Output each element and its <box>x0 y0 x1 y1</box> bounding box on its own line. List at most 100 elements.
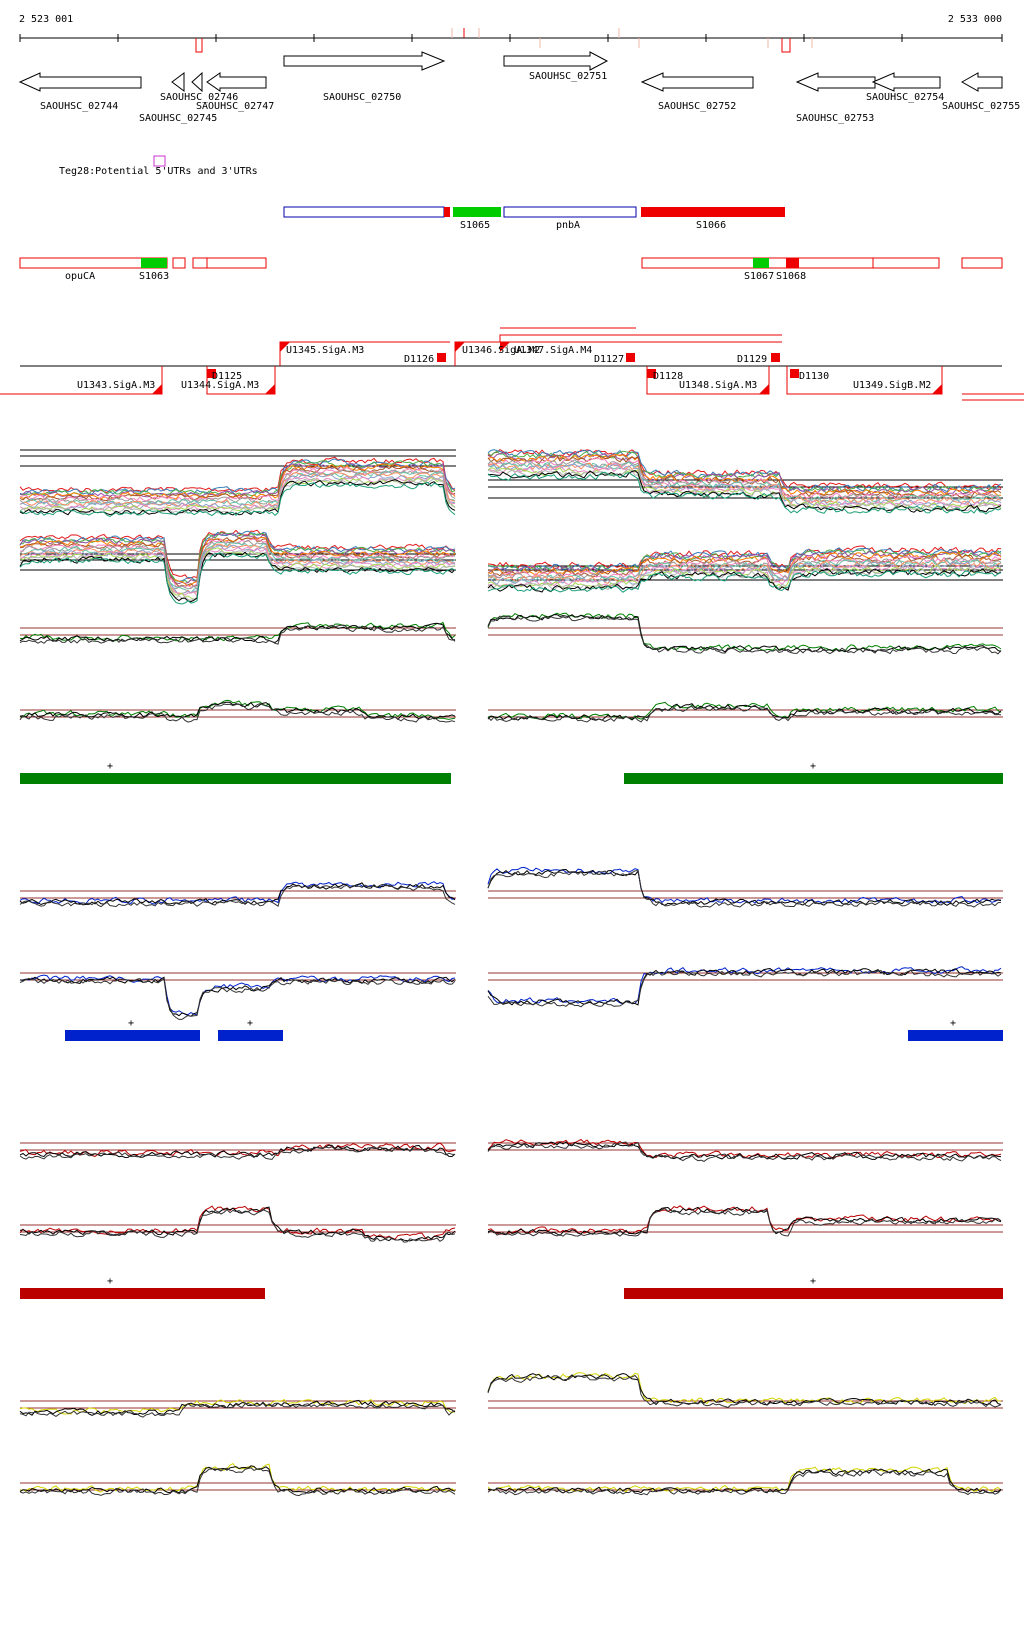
terminator-label: D1130 <box>799 371 829 382</box>
gene-saouhsc-02746[interactable]: SAOUHSC_02746 <box>160 72 238 103</box>
gene-saouhsc-02750[interactable]: SAOUHSC_02750 <box>283 51 446 103</box>
expression-line <box>487 463 1002 507</box>
expression-line <box>19 462 456 499</box>
gene-saouhsc-02754[interactable]: SAOUHSC_02754 <box>866 72 944 103</box>
terminator-label: D1128 <box>653 371 683 382</box>
gene-saouhsc-02753[interactable]: SAOUHSC_02753 <box>795 72 876 124</box>
region-mark: + <box>810 761 816 772</box>
expression-line <box>19 1146 456 1160</box>
gene-label: SAOUHSC_02751 <box>529 71 607 82</box>
expression-line <box>19 881 456 905</box>
expression-line <box>19 974 456 1016</box>
gene-label: SAOUHSC_02746 <box>160 92 238 103</box>
expression-line <box>20 976 456 1017</box>
expression-line <box>487 612 1002 652</box>
segment-label: opuCA <box>65 271 95 282</box>
gene-saouhsc-02744[interactable]: SAOUHSC_02744 <box>18 72 142 112</box>
blue-region-bar <box>65 1030 200 1041</box>
segment-s1065[interactable] <box>453 207 501 217</box>
expression-line <box>19 977 456 1020</box>
expression-line <box>487 869 1002 908</box>
gene-saouhsc-02751[interactable]: SAOUHSC_02751 <box>503 51 609 82</box>
expression-line <box>19 1208 456 1243</box>
expression-line <box>19 1144 456 1159</box>
expression-line <box>19 702 456 723</box>
expression-line <box>487 468 1002 512</box>
gene-label: SAOUHSC_02744 <box>40 101 118 112</box>
gene-label: SAOUHSC_02750 <box>323 92 401 103</box>
expression-line <box>488 564 1002 587</box>
expression-line <box>19 624 456 645</box>
expression-line <box>487 461 1002 504</box>
genome-ruler <box>19 28 1003 53</box>
expression-line <box>487 459 1002 503</box>
region-mark: + <box>128 1018 134 1029</box>
gene-label: SAOUHSC_02747 <box>196 101 274 112</box>
expression-line <box>487 703 1002 721</box>
segment-s1063[interactable] <box>141 258 167 268</box>
expression-line <box>487 1141 1002 1162</box>
expression-line <box>487 704 1002 723</box>
terminator-label: D1125 <box>212 371 242 382</box>
segment-label: S1068 <box>776 271 806 282</box>
expression-line <box>487 967 1002 1006</box>
gene-label: SAOUHSC_02745 <box>139 113 217 124</box>
expression-tracks: + + + + + + + <box>19 448 1003 1497</box>
expression-line <box>19 1462 456 1493</box>
gene-label: SAOUHSC_02754 <box>866 92 944 103</box>
expression-line <box>487 471 1002 515</box>
terminator-label: D1126 <box>404 354 434 365</box>
expression-line <box>487 1466 1002 1493</box>
expression-line <box>19 882 456 906</box>
segment-s1067[interactable] <box>753 258 769 268</box>
promoter-label: U1348.SigA.M3 <box>679 380 757 391</box>
teg28-track: Teg28:Potential 5'UTRs and 3'UTRs <box>59 155 258 177</box>
expression-line <box>19 544 456 596</box>
gene-saouhsc-02747[interactable]: SAOUHSC_02747 <box>196 72 274 112</box>
expression-line <box>487 550 1002 575</box>
expression-line <box>487 1469 1002 1496</box>
segment-pnba[interactable] <box>503 206 637 218</box>
blue-region-bar <box>908 1030 1003 1041</box>
promoter-label: U1345.SigA.M3 <box>286 345 364 356</box>
expression-line <box>19 481 456 517</box>
expression-line <box>19 465 456 502</box>
gene-label: SAOUHSC_02752 <box>658 101 736 112</box>
gene-saouhsc-02755[interactable]: SAOUHSC_02755 <box>942 72 1020 112</box>
expression-line <box>487 450 1002 494</box>
expression-line <box>487 1374 1002 1409</box>
gene-saouhsc-02745[interactable]: SAOUHSC_02745 <box>139 71 217 124</box>
region-mark: + <box>107 1276 113 1287</box>
expression-line <box>487 566 1002 591</box>
expression-line <box>19 1399 456 1416</box>
region-mark: + <box>247 1018 253 1029</box>
gene-saouhsc-02752[interactable]: SAOUHSC_02752 <box>640 72 754 112</box>
expression-line <box>19 458 456 495</box>
expression-line <box>19 477 456 513</box>
expression-line <box>487 969 1002 1008</box>
expression-line <box>487 559 1002 584</box>
region-mark: + <box>107 761 113 772</box>
segment-s1068[interactable] <box>786 258 799 268</box>
expression-line <box>19 536 456 587</box>
expression-line <box>19 1398 456 1415</box>
expression-line <box>487 701 1002 720</box>
terminator-label: D1129 <box>737 354 767 365</box>
expression-line <box>19 551 456 603</box>
terminator-label: D1127 <box>594 354 624 365</box>
segment-s1066[interactable] <box>641 207 785 217</box>
region-mark: + <box>810 1276 816 1287</box>
gene-label: SAOUHSC_02753 <box>796 113 874 124</box>
expression-line <box>19 552 456 605</box>
expression-line <box>487 569 1002 593</box>
red-region-bar <box>20 1288 265 1299</box>
blue-region-bar <box>218 1030 283 1041</box>
segment-track-1: S1065 pnbA S1066 <box>283 206 785 231</box>
expression-line <box>487 1372 1002 1406</box>
expression-line <box>19 1402 456 1418</box>
expression-line <box>19 547 456 600</box>
expression-line <box>19 1465 456 1495</box>
segment-label: S1067 <box>744 271 774 282</box>
expression-line <box>19 532 456 585</box>
